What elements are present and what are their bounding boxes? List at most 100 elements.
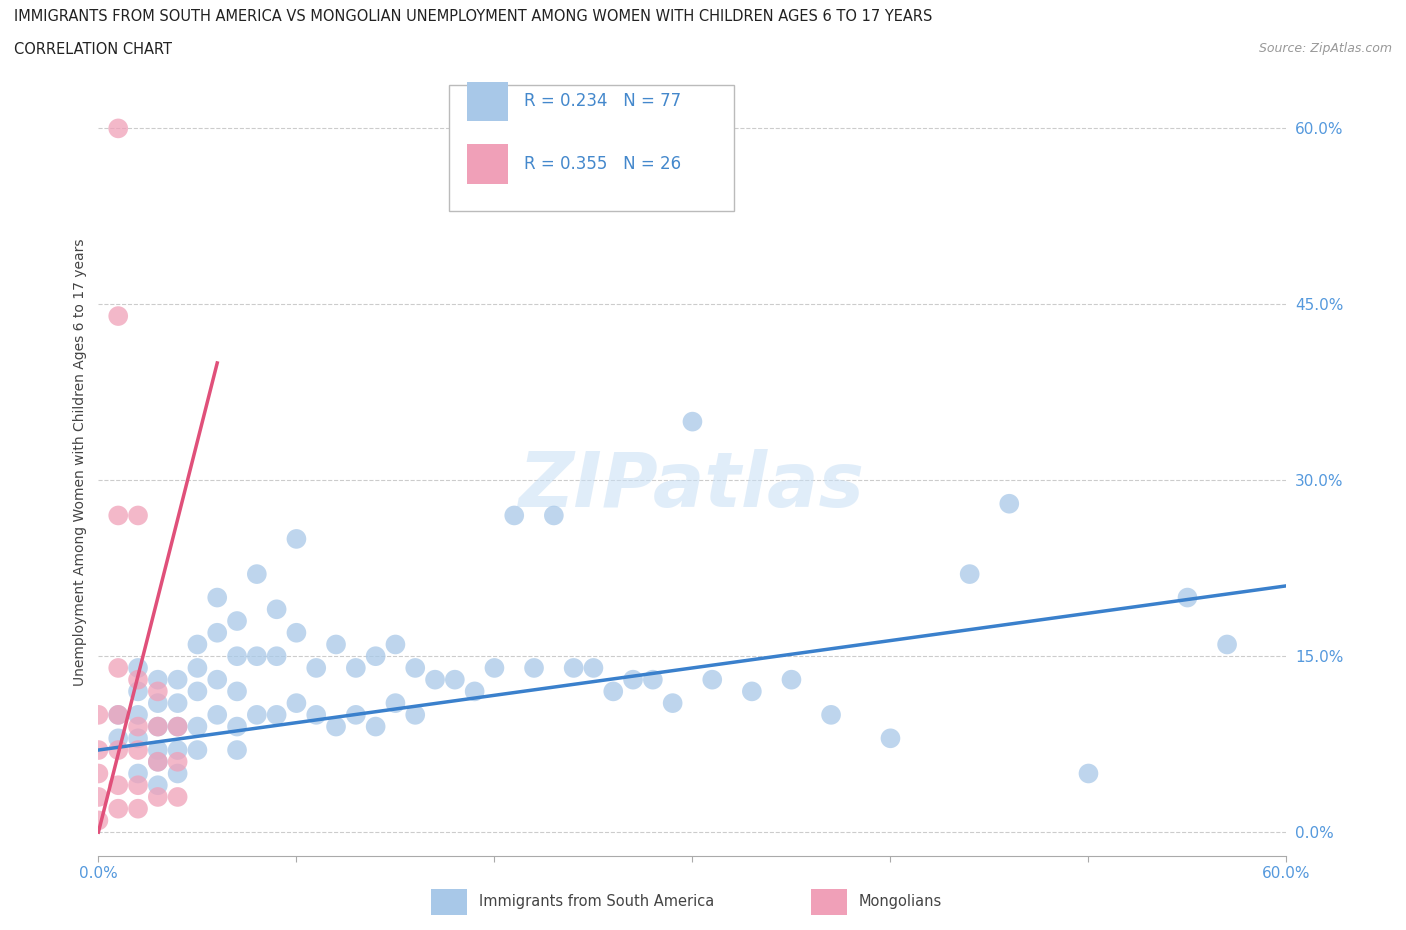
Point bbox=[344, 708, 367, 723]
Point bbox=[444, 672, 467, 687]
Point bbox=[681, 414, 703, 429]
Point bbox=[523, 660, 546, 675]
FancyBboxPatch shape bbox=[811, 888, 846, 914]
Point bbox=[146, 754, 169, 769]
Text: R = 0.234   N = 77: R = 0.234 N = 77 bbox=[524, 92, 681, 110]
Point bbox=[205, 708, 228, 723]
Point bbox=[266, 649, 288, 664]
Point bbox=[266, 602, 288, 617]
Point bbox=[107, 802, 129, 817]
Point bbox=[285, 625, 308, 640]
Point bbox=[543, 508, 565, 523]
Point bbox=[107, 508, 129, 523]
Point bbox=[226, 742, 249, 757]
Point bbox=[661, 696, 683, 711]
Point bbox=[205, 672, 228, 687]
Point bbox=[226, 649, 249, 664]
Point bbox=[107, 708, 129, 723]
Point bbox=[127, 777, 149, 792]
Point bbox=[146, 777, 169, 792]
Point bbox=[344, 660, 367, 675]
Point bbox=[127, 766, 149, 781]
Point bbox=[503, 508, 526, 523]
Point bbox=[186, 719, 208, 734]
Point bbox=[226, 719, 249, 734]
Point bbox=[127, 508, 149, 523]
Point bbox=[384, 637, 406, 652]
Point bbox=[246, 566, 269, 581]
Text: Source: ZipAtlas.com: Source: ZipAtlas.com bbox=[1258, 42, 1392, 55]
Point bbox=[87, 742, 110, 757]
Point bbox=[107, 777, 129, 792]
FancyBboxPatch shape bbox=[467, 144, 509, 184]
Point bbox=[166, 719, 188, 734]
Point bbox=[186, 660, 208, 675]
Point bbox=[146, 754, 169, 769]
Point bbox=[107, 660, 129, 675]
Point bbox=[87, 766, 110, 781]
Point bbox=[87, 813, 110, 828]
Point bbox=[959, 566, 981, 581]
FancyBboxPatch shape bbox=[449, 86, 734, 211]
Point bbox=[127, 672, 149, 687]
Point bbox=[364, 719, 387, 734]
Point bbox=[246, 649, 269, 664]
Point bbox=[146, 790, 169, 804]
Point bbox=[127, 660, 149, 675]
Point bbox=[87, 790, 110, 804]
Point bbox=[107, 121, 129, 136]
Point bbox=[384, 696, 406, 711]
Point bbox=[87, 708, 110, 723]
Point bbox=[621, 672, 644, 687]
Point bbox=[166, 766, 188, 781]
Point bbox=[641, 672, 664, 687]
Point bbox=[404, 660, 426, 675]
Point bbox=[820, 708, 842, 723]
Point bbox=[146, 672, 169, 687]
Point bbox=[285, 531, 308, 546]
Point bbox=[325, 719, 347, 734]
Point bbox=[702, 672, 724, 687]
FancyBboxPatch shape bbox=[432, 888, 467, 914]
Point bbox=[602, 684, 624, 698]
Point bbox=[364, 649, 387, 664]
Point bbox=[285, 696, 308, 711]
Point bbox=[1177, 591, 1199, 605]
Point bbox=[266, 708, 288, 723]
Point bbox=[166, 719, 188, 734]
Point bbox=[166, 672, 188, 687]
Point bbox=[146, 684, 169, 698]
Text: Immigrants from South America: Immigrants from South America bbox=[478, 894, 714, 909]
Text: ZIPatlas: ZIPatlas bbox=[519, 449, 866, 524]
Point bbox=[127, 742, 149, 757]
Point bbox=[1216, 637, 1239, 652]
Point bbox=[127, 802, 149, 817]
Point bbox=[562, 660, 585, 675]
Point bbox=[879, 731, 901, 746]
Point bbox=[186, 637, 208, 652]
Point bbox=[582, 660, 605, 675]
Point bbox=[205, 625, 228, 640]
Point bbox=[780, 672, 803, 687]
FancyBboxPatch shape bbox=[467, 82, 509, 121]
Text: R = 0.355   N = 26: R = 0.355 N = 26 bbox=[524, 155, 681, 173]
Point bbox=[325, 637, 347, 652]
Point bbox=[205, 591, 228, 605]
Point bbox=[464, 684, 486, 698]
Point bbox=[1077, 766, 1099, 781]
Point bbox=[146, 742, 169, 757]
Point bbox=[741, 684, 763, 698]
Point bbox=[186, 742, 208, 757]
Point bbox=[226, 614, 249, 629]
Point bbox=[166, 742, 188, 757]
Text: CORRELATION CHART: CORRELATION CHART bbox=[14, 42, 172, 57]
Point bbox=[484, 660, 506, 675]
Point bbox=[246, 708, 269, 723]
Point bbox=[404, 708, 426, 723]
Y-axis label: Unemployment Among Women with Children Ages 6 to 17 years: Unemployment Among Women with Children A… bbox=[73, 239, 87, 686]
Text: Mongolians: Mongolians bbox=[859, 894, 942, 909]
Point bbox=[166, 790, 188, 804]
Point bbox=[107, 731, 129, 746]
Point bbox=[127, 731, 149, 746]
Point bbox=[305, 708, 328, 723]
